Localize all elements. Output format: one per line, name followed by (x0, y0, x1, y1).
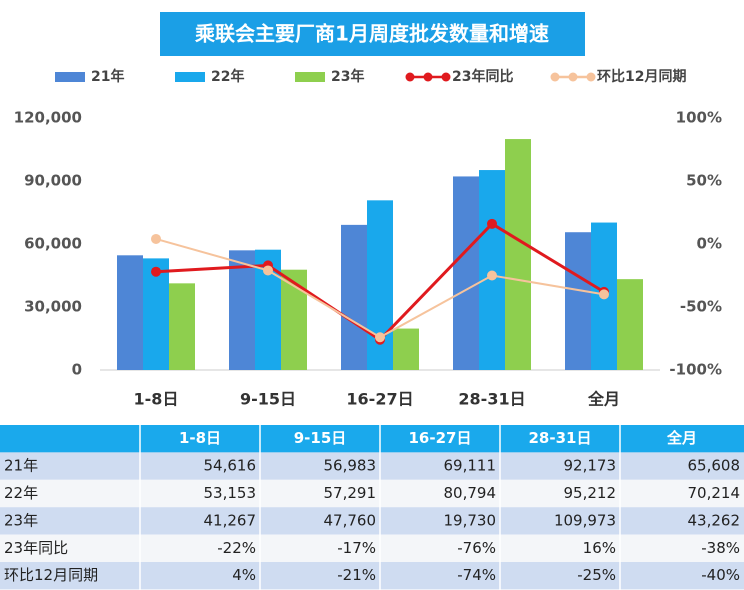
table-header-cell: 16-27日 (409, 429, 472, 447)
line-marker (487, 218, 497, 229)
table-cell: -21% (337, 566, 376, 584)
legend-marker (441, 72, 451, 82)
legend-label: 23年 (331, 68, 364, 85)
table-header-bg (0, 425, 744, 453)
bar (617, 279, 643, 370)
y-tick-label: 30,000 (24, 298, 82, 316)
table-cell: -17% (337, 539, 376, 557)
table-cell: -40% (701, 566, 740, 584)
y2-tick-label: -100% (669, 361, 722, 379)
bar (281, 269, 307, 370)
line-marker (263, 265, 273, 276)
y2-tick-label: 100% (676, 109, 722, 127)
bar (169, 283, 195, 370)
table-row-label: 23年 (4, 511, 38, 529)
x-tick-label: 16-27日 (346, 390, 413, 409)
table-row-label: 23年同比 (4, 539, 68, 557)
bar (143, 258, 169, 370)
y-tick-label: 90,000 (24, 172, 82, 190)
bar (453, 176, 479, 370)
bar (479, 170, 505, 370)
legend-marker (586, 72, 596, 82)
legend-label: 21年 (91, 68, 124, 85)
table-cell: 53,153 (204, 484, 257, 502)
table-cell: 69,111 (444, 457, 497, 475)
y-tick-label: 120,000 (14, 109, 82, 127)
x-tick-label: 全月 (587, 390, 620, 409)
table-row-label: 21年 (4, 457, 38, 475)
table-header-cell: 9-15日 (294, 429, 347, 447)
y2-tick-label: 50% (686, 172, 722, 190)
table-cell: 47,760 (324, 511, 377, 529)
legend-label: 23年同比 (452, 68, 513, 85)
legend-swatch (175, 72, 205, 82)
legend-label: 环比12月同期 (597, 68, 686, 85)
table-header-cell: 全月 (666, 429, 697, 447)
table-cell: 57,291 (324, 484, 377, 502)
table-cell: -76% (457, 539, 496, 557)
table-cell: 54,616 (204, 457, 257, 475)
table-row-label: 环比12月同期 (4, 566, 98, 584)
table-cell: 80,794 (444, 484, 497, 502)
table-cell: 16% (583, 539, 616, 557)
line-marker (375, 332, 385, 343)
x-tick-label: 9-15日 (240, 390, 296, 409)
table-cell: 19,730 (444, 511, 497, 529)
table-header-cell: 28-31日 (529, 429, 592, 447)
y-tick-label: 60,000 (24, 235, 82, 253)
line-marker (487, 270, 497, 281)
table-cell: 92,173 (564, 457, 617, 475)
table-cell: -74% (457, 566, 496, 584)
x-tick-label: 28-31日 (458, 390, 525, 409)
y2-tick-label: 0% (697, 235, 722, 253)
table-cell: 41,267 (204, 511, 257, 529)
title-box (160, 12, 585, 56)
table-header-cell: 1-8日 (179, 429, 221, 447)
line-marker (599, 289, 609, 300)
table-cell: 56,983 (324, 457, 377, 475)
legend-label: 22年 (211, 68, 244, 85)
legend-marker (550, 72, 560, 82)
legend-swatch (55, 72, 85, 82)
table-cell: 65,608 (688, 457, 741, 475)
y2-tick-label: -50% (680, 298, 722, 316)
table-cell: 43,262 (688, 511, 741, 529)
bar (565, 232, 591, 370)
table-cell: 95,212 (564, 484, 617, 502)
bar (393, 328, 419, 370)
table-row-label: 22年 (4, 484, 38, 502)
bar (341, 224, 367, 370)
legend-marker (568, 72, 578, 82)
line-marker (151, 233, 161, 244)
table-cell: -38% (701, 539, 740, 557)
bar (117, 255, 143, 370)
bar (505, 139, 531, 370)
legend-swatch (295, 72, 325, 82)
y-tick-label: 0 (72, 361, 82, 379)
table-cell: -25% (577, 566, 616, 584)
x-tick-label: 1-8日 (134, 390, 179, 409)
table-cell: -22% (217, 539, 256, 557)
line-marker (151, 266, 161, 277)
table-cell: 70,214 (688, 484, 741, 502)
chart-title: 乘联会主要厂商1月周度批发数量和增速 (194, 22, 549, 46)
table-cell: 109,973 (554, 511, 616, 529)
bar (229, 250, 255, 370)
table-cell: 4% (232, 566, 256, 584)
legend-marker (423, 72, 433, 82)
legend-marker (405, 72, 415, 82)
